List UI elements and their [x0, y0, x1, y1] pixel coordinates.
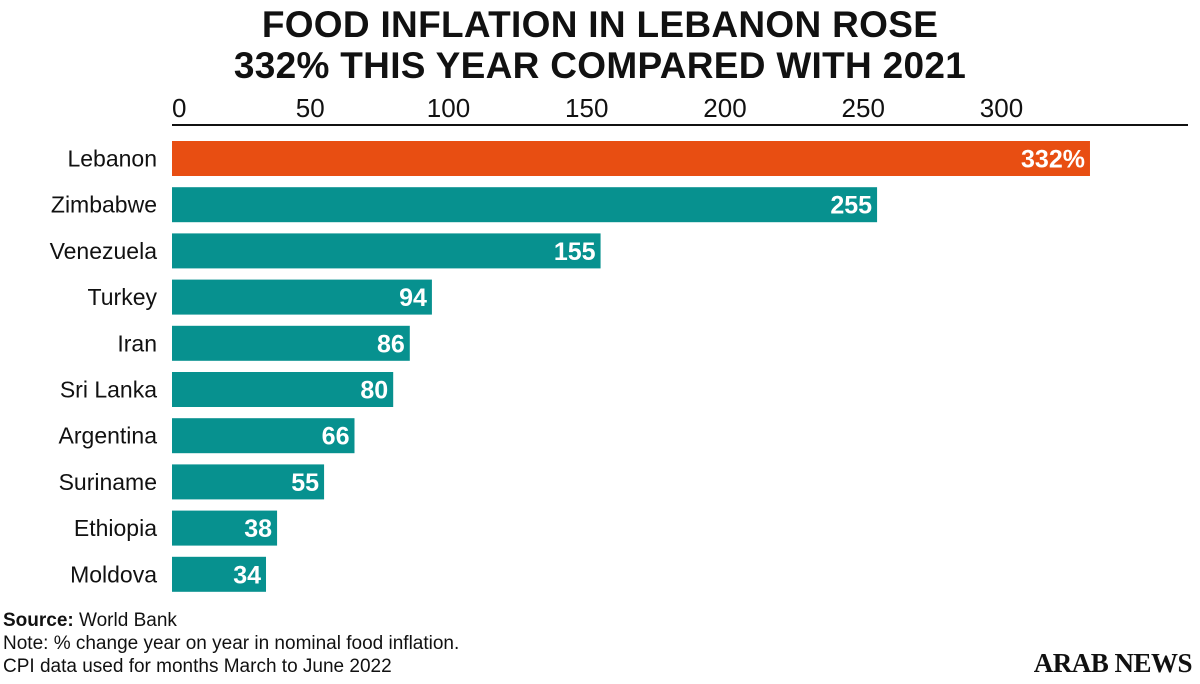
x-tick-label: 250: [842, 93, 885, 123]
arab-news-logo: ARAB NEWS: [1033, 648, 1193, 678]
value-label: 94: [399, 284, 427, 312]
value-label: 80: [360, 377, 388, 405]
bar: [172, 187, 878, 223]
bar: [172, 418, 355, 454]
category-label: Ethiopia: [74, 515, 157, 541]
category-label: Sri Lanka: [60, 377, 157, 403]
value-label: 66: [322, 423, 350, 451]
value-label: 38: [244, 515, 272, 543]
value-label: 255: [830, 192, 872, 220]
chart-title: FOOD INFLATION IN LEBANON ROSE 332% THIS…: [0, 4, 1200, 86]
category-label: Suriname: [59, 469, 157, 495]
category-label: Moldova: [70, 561, 157, 587]
category-label: Venezuela: [50, 238, 158, 264]
bar: [172, 279, 432, 315]
value-label: 86: [377, 330, 405, 358]
bar: [172, 372, 394, 407]
value-label: 155: [554, 238, 596, 266]
bar: [172, 141, 1090, 176]
bar: [172, 325, 410, 361]
source-line: Source: World Bank: [3, 609, 459, 632]
bar: [172, 556, 267, 592]
x-tick-label: 0: [172, 93, 186, 123]
value-label: 55: [291, 469, 319, 497]
bar: [172, 464, 325, 500]
value-label: 332%: [1021, 146, 1085, 174]
x-tick-label: 200: [703, 93, 746, 123]
chart-footer: Source: World Bank Note: % change year o…: [3, 609, 459, 678]
category-label: Iran: [117, 330, 157, 356]
x-tick-label: 150: [565, 93, 608, 123]
source-value: World Bank: [73, 610, 177, 631]
note-line-1: Note: % change year on year in nominal f…: [3, 633, 460, 654]
category-label: Argentina: [59, 423, 158, 449]
x-tick-label: 50: [296, 93, 325, 123]
bar-chart: 0 50 100 150 200 250 300 Lebanon 332% Zimbabwe 255…: [50, 93, 1188, 592]
source-key: Source:: [3, 610, 74, 631]
category-label: Turkey: [88, 284, 158, 310]
value-label: 34: [233, 561, 261, 589]
chart-title-line-2: 332% THIS YEAR COMPARED WITH 2021: [233, 45, 967, 86]
bar: [172, 510, 278, 546]
x-tick-label: 100: [427, 93, 470, 123]
category-label: Zimbabwe: [51, 192, 157, 218]
x-tick-label: 300: [980, 93, 1023, 123]
category-label: Lebanon: [67, 146, 157, 172]
note-line-2: CPI data used for months March to June 2…: [3, 656, 392, 677]
bar: [172, 233, 601, 269]
chart-title-line-1: FOOD INFLATION IN LEBANON ROSE: [261, 4, 939, 45]
